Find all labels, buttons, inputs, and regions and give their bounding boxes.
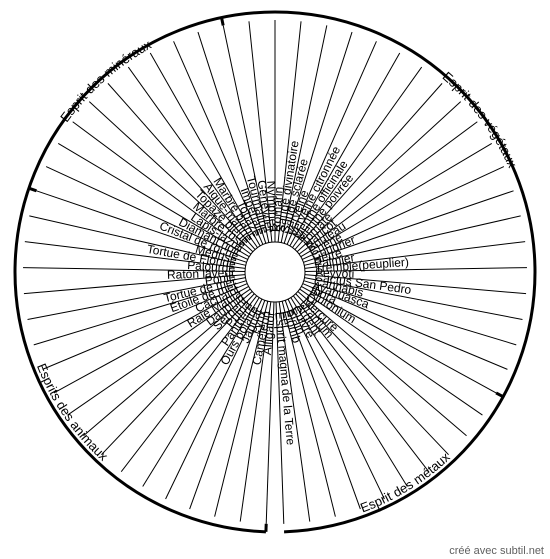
credit-text: créé avec subtil.net (449, 545, 544, 557)
sector-label: Esprit des métaux (358, 449, 453, 515)
sector-label: Esprit des végétaux (440, 69, 521, 171)
sector-label: Esprits des animaux (34, 361, 111, 464)
sector-divider (222, 18, 224, 26)
hub-circle (245, 242, 305, 302)
sector-divider (496, 393, 503, 397)
sector-divider (29, 188, 37, 191)
sector-label: Esprit des minéraux (57, 37, 154, 125)
wheel-chart: AlligatorCaméléonLynxJaguarOurs polaireP… (0, 0, 550, 559)
diagram-stage: AlligatorCaméléonLynxJaguarOurs polaireP… (0, 0, 550, 559)
